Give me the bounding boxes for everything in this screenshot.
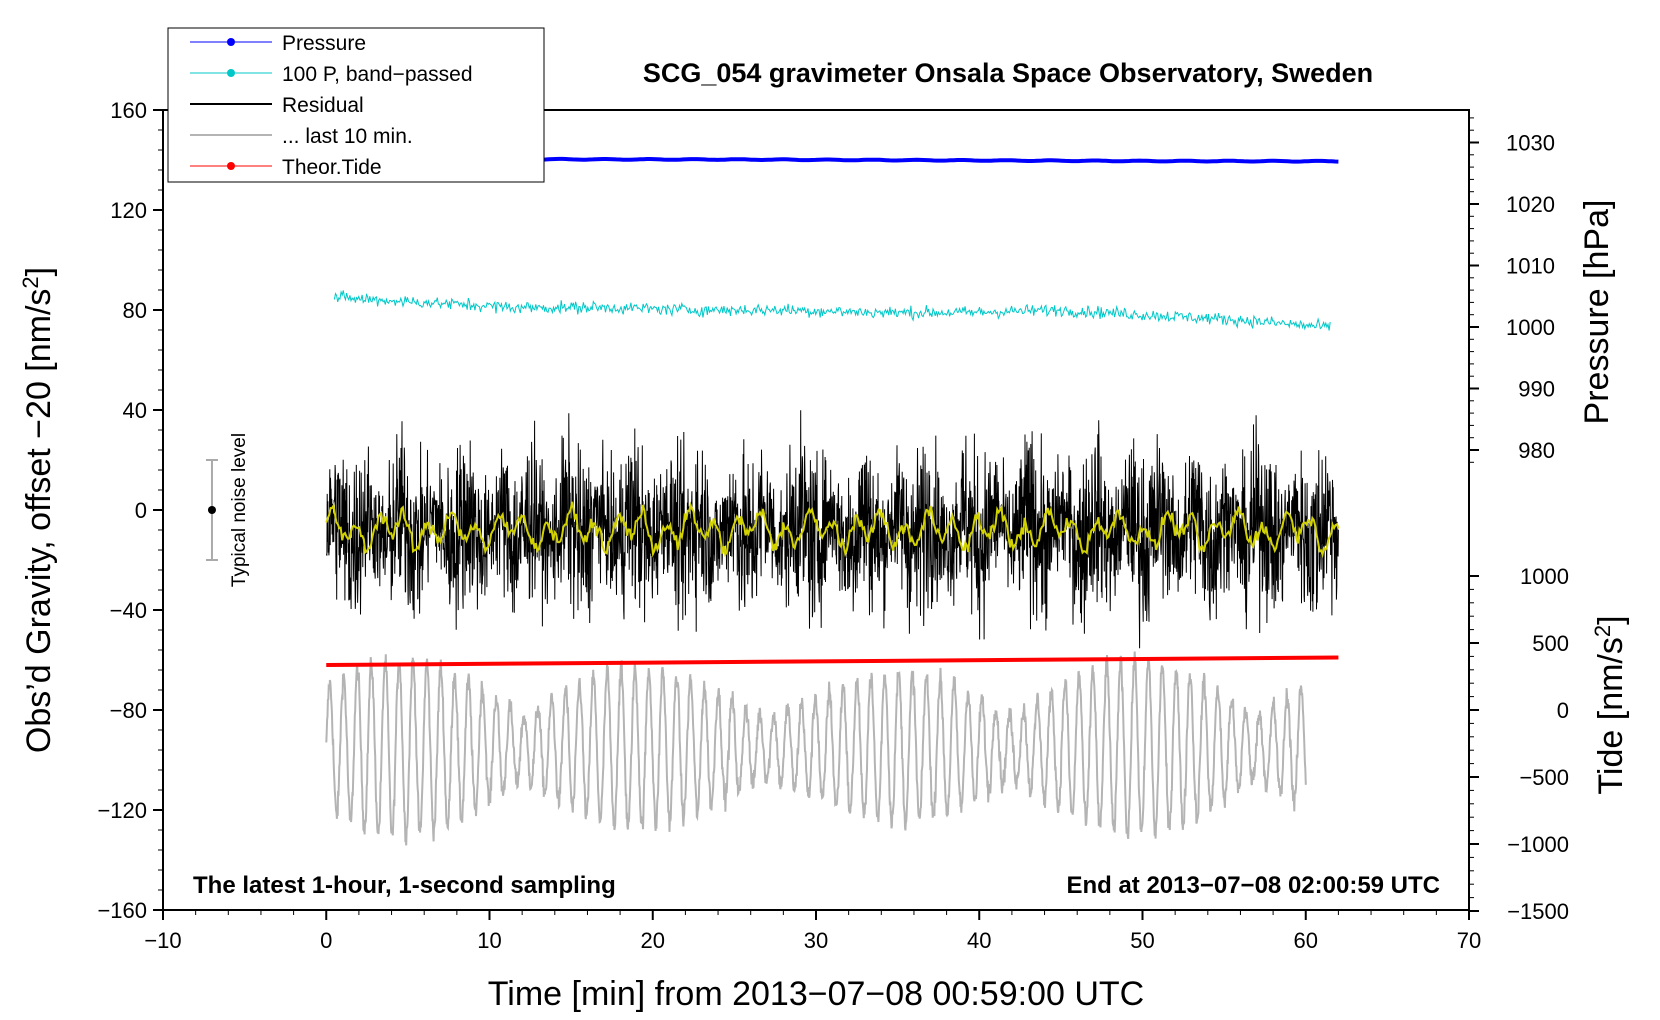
tide-tick-label: −500: [1519, 765, 1569, 790]
x-tick-label: 50: [1130, 928, 1154, 953]
pressure-tick-label: 1030: [1506, 131, 1555, 156]
y-tick-label: 80: [123, 298, 147, 323]
y-axis-pressure-title: Pressure [hPa]: [1578, 200, 1616, 425]
pressure-tick-label: 1010: [1506, 254, 1555, 279]
noise-level-marker: [205, 459, 218, 561]
legend-marker: [227, 162, 235, 170]
y-tick-label: 160: [110, 98, 147, 123]
legend-label: Residual: [282, 94, 364, 117]
legend-marker: [227, 38, 235, 46]
y-axis-tide-title-close: ]: [1592, 615, 1630, 624]
chart-title: SCG_054 gravimeter Onsala Space Observat…: [643, 58, 1373, 88]
noise-level-label: Typical noise level: [229, 433, 250, 587]
y-axis-tide-ticks: −1500 −1000 −500 0 500 1000: [1469, 564, 1569, 924]
y-axis-tide-title: Tide [nm/s2]: [1590, 615, 1630, 794]
x-tick-label: 70: [1457, 928, 1481, 953]
annotation-end-time: End at 2013−07−08 02:00:59 UTC: [1066, 872, 1440, 899]
x-tick-label: 0: [320, 928, 332, 953]
x-tick-label: 60: [1294, 928, 1318, 953]
y-axis-pressure-ticks: 980 990 1000 1010 1020 1030: [1469, 117, 1555, 463]
series-residual-line: [325, 410, 1339, 649]
tide-tick-label: 500: [1532, 631, 1569, 656]
y-tick-label: −160: [97, 898, 147, 923]
x-axis-title: Time [min] from 2013−07−08 00:59:00 UTC: [488, 975, 1144, 1013]
x-axis-ticks: −10 0 10 20 30 40 50 60 70: [144, 910, 1481, 953]
series-residual-smoothed-line: [325, 501, 1340, 559]
tide-tick-label: 0: [1557, 698, 1569, 723]
legend-label: ... last 10 min.: [282, 125, 413, 148]
y-axis-left-title-close: ]: [20, 267, 58, 276]
tide-tick-label: −1000: [1507, 832, 1569, 857]
pressure-tick-label: 1000: [1506, 315, 1555, 340]
x-tick-label: −10: [144, 928, 181, 953]
y-axis-left-ticks: −160 −120 −80 −40 0 40 80 120 160: [97, 98, 163, 923]
y-axis-tide-title-sup: 2: [1590, 625, 1615, 637]
x-tick-label: 30: [804, 928, 828, 953]
legend: Pressure 100 P, band−passed Residual ... la…: [167, 27, 545, 183]
y-tick-label: −40: [110, 598, 147, 623]
y-tick-label: −120: [97, 798, 147, 823]
y-tick-label: 120: [110, 198, 147, 223]
y-axis-tide-title-main: Tide [nm/s: [1592, 637, 1630, 794]
annotation-sampling: The latest 1-hour, 1-second sampling: [193, 872, 616, 899]
y-axis-left-title: Obs’d Gravity, offset −20 [nm/s2]: [18, 267, 58, 753]
legend-label: Pressure: [282, 32, 366, 55]
x-tick-label: 40: [967, 928, 991, 953]
pressure-tick-label: 980: [1518, 438, 1555, 463]
pressure-tick-label: 990: [1518, 377, 1555, 402]
legend-label: 100 P, band−passed: [282, 63, 473, 86]
y-axis-left-title-main: Obs’d Gravity, offset −20 [nm/s: [20, 289, 58, 754]
y-axis-left-title-sup: 2: [18, 276, 43, 288]
tide-tick-label: −1500: [1507, 899, 1569, 924]
x-tick-label: 10: [477, 928, 501, 953]
y-tick-label: 0: [135, 498, 147, 523]
series-last-10-min-line: [325, 651, 1307, 846]
x-tick-label: 20: [641, 928, 665, 953]
series-layer: [325, 156, 1340, 846]
pressure-tick-label: 1020: [1506, 192, 1555, 217]
y-tick-label: −80: [110, 698, 147, 723]
legend-marker: [227, 69, 235, 77]
series-band-passed-line: [333, 290, 1331, 331]
tide-tick-label: 1000: [1520, 564, 1569, 589]
series-theor-tide-line: [326, 655, 1339, 667]
legend-label: Theor.Tide: [282, 156, 382, 179]
y-tick-label: 40: [123, 398, 147, 423]
noise-bar-dot: [207, 506, 216, 514]
